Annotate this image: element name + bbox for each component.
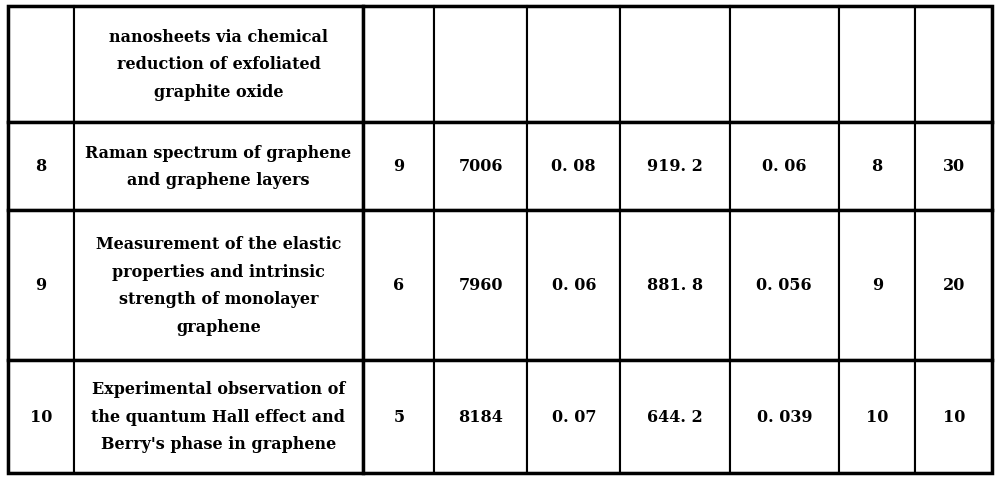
- Text: 5: 5: [393, 408, 404, 425]
- Bar: [620, 7, 730, 122]
- Bar: [915, 360, 992, 473]
- Bar: [730, 7, 839, 122]
- Bar: [839, 7, 915, 122]
- Text: 20: 20: [943, 277, 965, 294]
- Text: 10: 10: [943, 408, 965, 425]
- Bar: [363, 211, 434, 360]
- Text: 0. 056: 0. 056: [756, 277, 812, 294]
- Bar: [8, 360, 74, 473]
- Text: 6: 6: [393, 277, 404, 294]
- Bar: [363, 122, 434, 211]
- Bar: [434, 122, 527, 211]
- Bar: [730, 360, 839, 473]
- Bar: [74, 360, 363, 473]
- Text: Experimental observation of
the quantum Hall effect and
Berry's phase in graphen: Experimental observation of the quantum …: [91, 381, 345, 452]
- Text: 10: 10: [30, 408, 52, 425]
- Text: 9: 9: [872, 277, 883, 294]
- Bar: [620, 122, 730, 211]
- Text: 7960: 7960: [459, 277, 503, 294]
- Bar: [74, 7, 363, 122]
- Bar: [434, 360, 527, 473]
- Bar: [839, 122, 915, 211]
- Text: 0. 06: 0. 06: [762, 158, 807, 175]
- Bar: [527, 7, 620, 122]
- Text: 881. 8: 881. 8: [647, 277, 703, 294]
- Bar: [74, 122, 363, 211]
- Bar: [527, 122, 620, 211]
- Text: 0. 06: 0. 06: [552, 277, 596, 294]
- Text: Measurement of the elastic
properties and intrinsic
strength of monolayer
graphe: Measurement of the elastic properties an…: [96, 236, 341, 335]
- Bar: [915, 122, 992, 211]
- Bar: [527, 211, 620, 360]
- Text: 9: 9: [35, 277, 46, 294]
- Bar: [8, 122, 74, 211]
- Text: 644. 2: 644. 2: [647, 408, 703, 425]
- Bar: [730, 122, 839, 211]
- Bar: [8, 7, 74, 122]
- Text: 8184: 8184: [458, 408, 503, 425]
- Bar: [434, 7, 527, 122]
- Text: 0. 039: 0. 039: [757, 408, 812, 425]
- Bar: [8, 211, 74, 360]
- Text: 7006: 7006: [459, 158, 503, 175]
- Bar: [434, 211, 527, 360]
- Bar: [620, 211, 730, 360]
- Bar: [915, 211, 992, 360]
- Text: 8: 8: [35, 158, 46, 175]
- Text: 10: 10: [866, 408, 888, 425]
- Text: 919. 2: 919. 2: [647, 158, 703, 175]
- Bar: [363, 7, 434, 122]
- Text: 0. 07: 0. 07: [552, 408, 596, 425]
- Bar: [620, 360, 730, 473]
- Text: Raman spectrum of graphene
and graphene layers: Raman spectrum of graphene and graphene …: [85, 144, 352, 189]
- Bar: [839, 360, 915, 473]
- Bar: [363, 360, 434, 473]
- Text: nanosheets via chemical
reduction of exfoliated
graphite oxide: nanosheets via chemical reduction of exf…: [109, 29, 328, 101]
- Bar: [839, 211, 915, 360]
- Bar: [915, 7, 992, 122]
- Text: 9: 9: [393, 158, 404, 175]
- Text: 8: 8: [872, 158, 883, 175]
- Bar: [730, 211, 839, 360]
- Text: 0. 08: 0. 08: [551, 158, 596, 175]
- Bar: [74, 211, 363, 360]
- Bar: [527, 360, 620, 473]
- Text: 30: 30: [943, 158, 965, 175]
